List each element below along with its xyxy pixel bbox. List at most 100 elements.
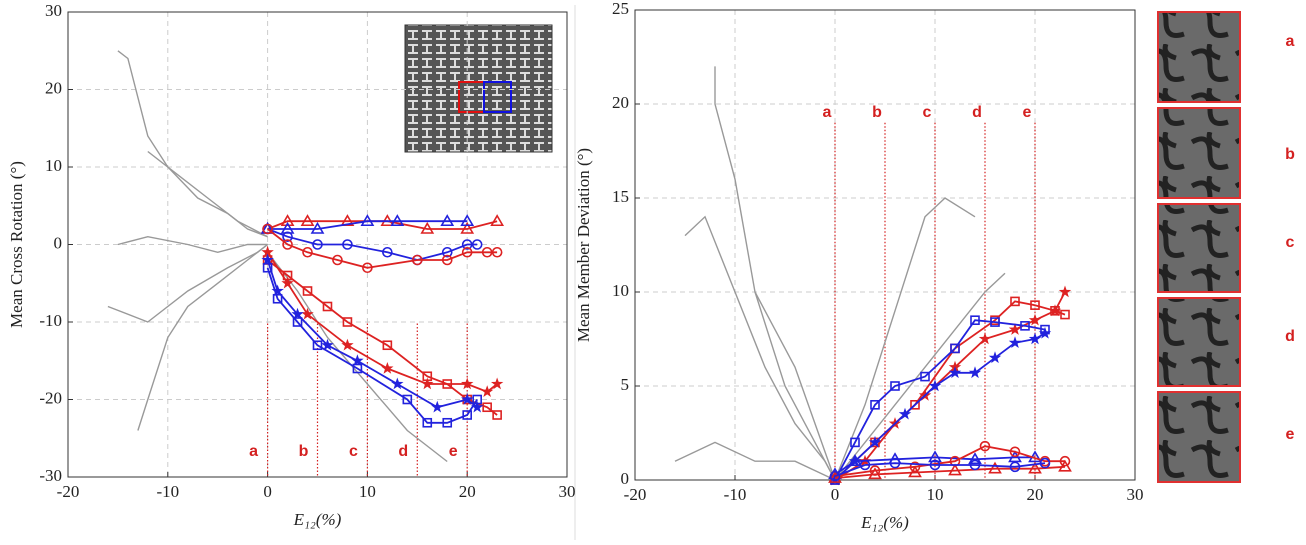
marker <box>969 459 981 471</box>
marker <box>828 467 842 480</box>
series-line <box>107 243 269 323</box>
marker <box>868 467 882 480</box>
marker <box>920 371 930 382</box>
marker <box>460 214 475 227</box>
x-tick-label: 30 <box>1127 485 1144 504</box>
series-line <box>267 220 468 230</box>
series-line <box>834 291 1066 481</box>
series-line <box>714 66 836 481</box>
panel-photos <box>1157 11 1241 483</box>
marker <box>402 394 413 405</box>
x-tick-label: -10 <box>156 482 179 501</box>
marker <box>950 343 960 354</box>
y-axis-label: Mean Member Deviation (°) <box>574 148 593 342</box>
x-tick-label: -10 <box>724 485 747 504</box>
marker <box>978 332 992 345</box>
marker <box>312 340 323 351</box>
y-axis-label: Mean Cross Rotation (°) <box>7 161 26 328</box>
marker <box>908 465 922 478</box>
annotation-label: a <box>823 104 832 121</box>
marker <box>490 214 505 227</box>
marker <box>1050 305 1060 316</box>
series-line <box>267 259 498 416</box>
series-line <box>834 456 1035 476</box>
marker <box>491 246 503 258</box>
marker <box>829 470 841 482</box>
marker <box>1028 461 1042 474</box>
panel-label: c <box>1286 234 1295 251</box>
marker <box>492 410 502 420</box>
marker <box>870 399 880 410</box>
marker <box>322 301 333 312</box>
annotation-label: d <box>398 443 408 460</box>
marker <box>1028 313 1042 326</box>
series-line <box>674 441 836 481</box>
marker <box>271 284 284 297</box>
marker <box>990 317 1000 327</box>
y-tick-label: -20 <box>39 388 62 407</box>
panel-labels: a b c d e <box>1285 33 1295 443</box>
series-line <box>266 259 478 409</box>
y-tick-label: 25 <box>612 0 629 18</box>
x-tick-label: 10 <box>927 485 944 504</box>
series-line <box>137 243 269 431</box>
marker <box>360 214 375 227</box>
marker <box>868 435 882 448</box>
marker <box>342 317 353 327</box>
series-line <box>834 272 1006 481</box>
marker <box>481 385 494 397</box>
marker <box>292 317 303 327</box>
marker <box>391 377 404 390</box>
marker <box>1059 455 1071 467</box>
marker <box>382 340 393 351</box>
marker <box>1009 446 1021 458</box>
marker <box>282 239 293 250</box>
marker <box>312 239 323 250</box>
series-line <box>754 291 836 481</box>
series-line <box>266 267 478 424</box>
marker <box>352 363 363 374</box>
marker <box>300 214 315 227</box>
marker <box>482 402 492 413</box>
marker <box>442 417 453 428</box>
marker <box>440 214 455 227</box>
marker <box>968 366 982 379</box>
x-tick-label: 20 <box>459 482 476 501</box>
marker <box>411 254 423 266</box>
series-line <box>834 319 1046 481</box>
marker <box>828 471 842 483</box>
marker <box>461 377 474 390</box>
marker <box>948 463 962 476</box>
annotation-label: a <box>249 443 258 460</box>
marker <box>272 293 283 304</box>
y-tick-label: 10 <box>612 281 629 300</box>
marker <box>332 254 343 266</box>
series-line <box>267 251 448 463</box>
x-axis-label: E₁₂(%) <box>860 513 909 532</box>
marker <box>898 407 912 420</box>
series-line <box>684 215 836 481</box>
series-line <box>267 228 478 261</box>
series-line <box>267 228 498 269</box>
panel-label: e <box>1286 426 1295 443</box>
marker <box>390 214 405 227</box>
marker <box>948 366 962 379</box>
series-line <box>147 150 268 238</box>
marker <box>910 399 920 410</box>
series-line <box>834 462 1046 478</box>
marker <box>422 417 433 428</box>
y-tick-label: -10 <box>39 311 62 330</box>
marker <box>1058 459 1072 472</box>
marker <box>461 239 473 250</box>
marker <box>1060 309 1070 320</box>
series-line <box>117 50 268 238</box>
marker <box>1008 323 1022 335</box>
annotation-label: c <box>349 443 358 460</box>
marker <box>889 457 901 469</box>
marker <box>968 452 982 465</box>
x-tick-label: 10 <box>359 482 376 501</box>
marker <box>351 354 364 366</box>
y-tick-label: 10 <box>45 156 62 175</box>
marker <box>472 394 482 405</box>
marker <box>1008 336 1022 348</box>
